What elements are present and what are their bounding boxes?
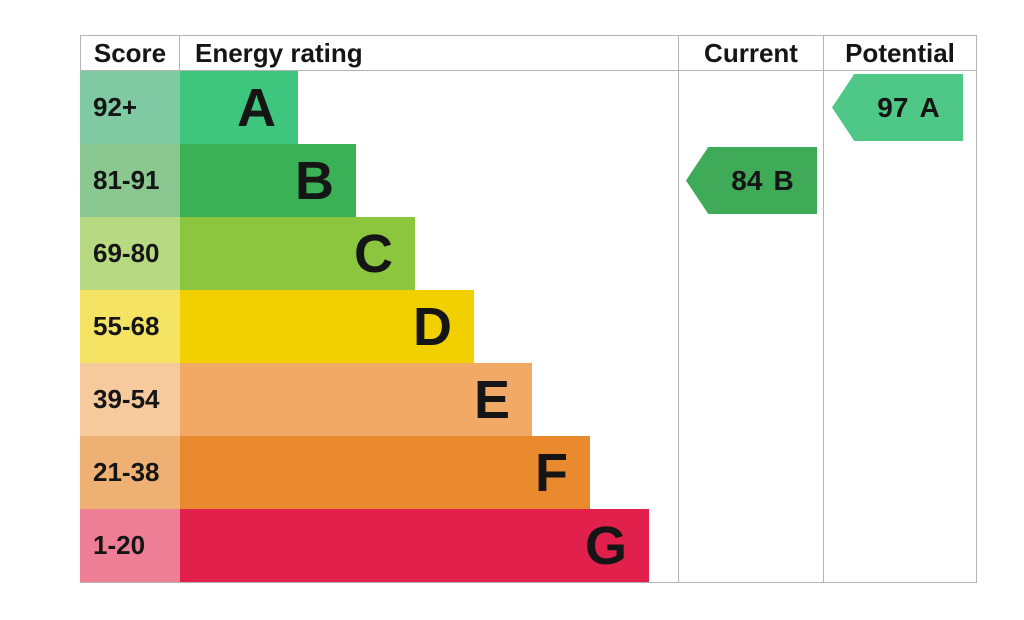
header-score-label: Score	[93, 37, 167, 68]
current-score-value: 84	[731, 164, 763, 196]
score-range-c: 69-80	[93, 238, 160, 268]
potential-cell-a: 97 A	[823, 71, 977, 144]
potential-cell-g	[823, 509, 977, 582]
band-row-d: 55-68 D	[80, 290, 977, 363]
epc-table: Score Energy rating Current Potential 92…	[80, 35, 977, 583]
band-letter-c: C	[354, 223, 393, 284]
score-range-g: 1-20	[93, 530, 146, 560]
band-letter-b: B	[295, 150, 334, 211]
current-cell-d	[678, 290, 823, 363]
band-bar-a: A	[180, 71, 298, 144]
rating-cell-f: F	[180, 436, 678, 509]
header-energy-rating-label: Energy rating	[195, 37, 363, 68]
header-energy-rating: Energy rating	[180, 36, 678, 70]
header-score: Score	[80, 36, 180, 70]
current-cell-b: 84 B	[678, 144, 823, 217]
band-row-f: 21-38 F	[80, 436, 977, 509]
band-letter-e: E	[473, 369, 510, 430]
potential-cell-b	[823, 144, 977, 217]
potential-score-value: 97	[877, 91, 909, 123]
band-letter-d: D	[413, 296, 452, 357]
potential-cell-d	[823, 290, 977, 363]
rating-cell-d: D	[180, 290, 678, 363]
score-cell-a: 92+	[80, 71, 180, 144]
potential-band-letter: A	[919, 91, 940, 123]
potential-cell-c	[823, 217, 977, 290]
header-current-label: Current	[704, 37, 798, 68]
band-bar-b: B	[180, 144, 356, 217]
rating-cell-e: E	[180, 363, 678, 436]
potential-cell-f	[823, 436, 977, 509]
score-cell-f: 21-38	[80, 436, 180, 509]
score-cell-e: 39-54	[80, 363, 180, 436]
rating-cell-a: A	[180, 71, 678, 144]
score-cell-c: 69-80	[80, 217, 180, 290]
band-row-e: 39-54 E	[80, 363, 977, 436]
score-range-b: 81-91	[93, 165, 160, 195]
band-letter-a: A	[237, 77, 276, 138]
band-bar-f: F	[180, 436, 590, 509]
potential-cell-e	[823, 363, 977, 436]
score-cell-g: 1-20	[80, 509, 180, 582]
score-range-d: 55-68	[93, 311, 160, 341]
current-band-letter: B	[773, 164, 794, 196]
score-range-a: 92+	[93, 92, 138, 122]
current-cell-e	[678, 363, 823, 436]
band-bar-d: D	[180, 290, 474, 363]
band-letter-g: G	[584, 515, 627, 576]
current-cell-g	[678, 509, 823, 582]
score-cell-d: 55-68	[80, 290, 180, 363]
band-row-c: 69-80 C	[80, 217, 977, 290]
band-row-b: 81-91 B 84 B	[80, 144, 977, 217]
band-row-a: 92+ A 97 A	[80, 71, 977, 144]
header-current: Current	[678, 36, 823, 70]
current-cell-a	[678, 71, 823, 144]
rating-cell-g: G	[180, 509, 678, 582]
potential-rating-arrow: 97 A	[832, 74, 963, 141]
score-cell-b: 81-91	[80, 144, 180, 217]
current-cell-f	[678, 436, 823, 509]
band-row-g: 1-20 G	[80, 509, 977, 582]
header-row: Score Energy rating Current Potential	[80, 36, 977, 71]
band-letter-f: F	[535, 442, 568, 503]
current-cell-c	[678, 217, 823, 290]
header-potential: Potential	[823, 36, 977, 70]
score-range-f: 21-38	[93, 457, 160, 487]
rating-cell-c: C	[180, 217, 678, 290]
band-bar-e: E	[180, 363, 532, 436]
rating-cell-b: B	[180, 144, 678, 217]
header-potential-label: Potential	[845, 37, 955, 68]
score-range-e: 39-54	[93, 384, 160, 414]
band-bar-c: C	[180, 217, 415, 290]
current-rating-arrow: 84 B	[686, 147, 817, 214]
band-bar-g: G	[180, 509, 649, 582]
